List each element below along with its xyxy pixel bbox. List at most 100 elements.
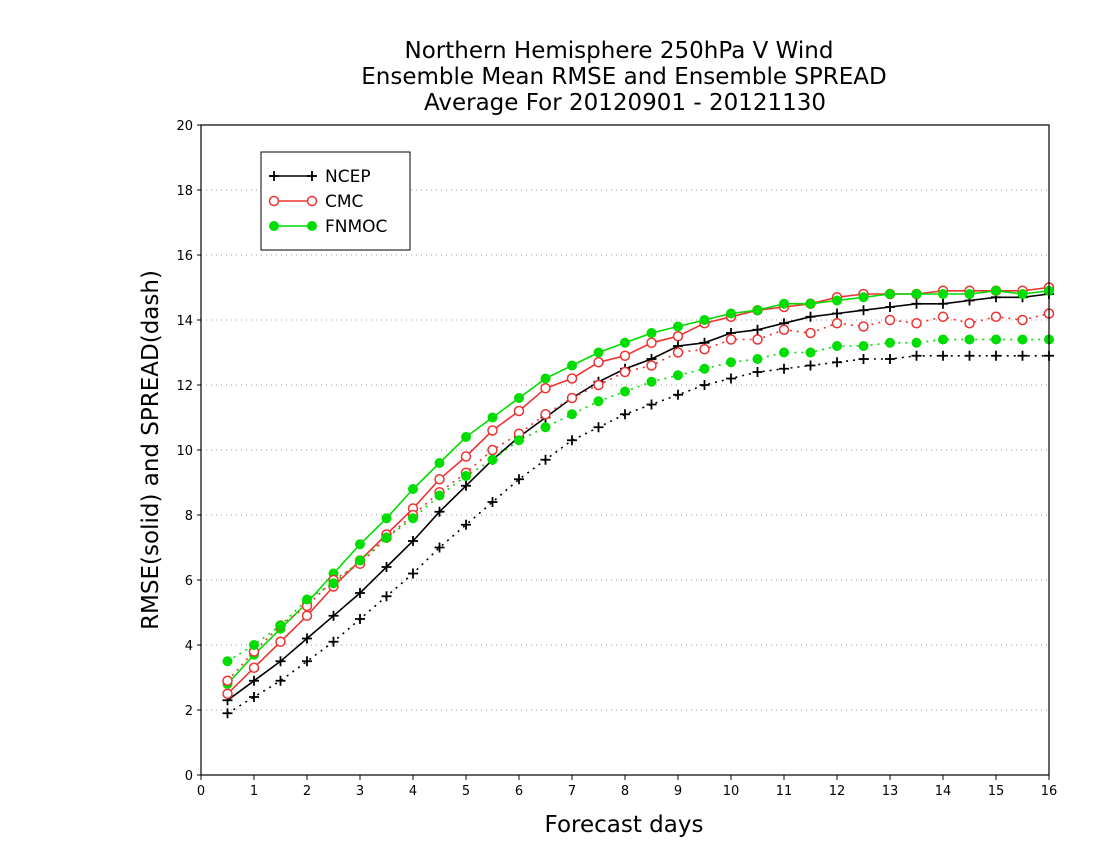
point-ncep-spread bbox=[408, 568, 418, 579]
line-ncep-spread bbox=[227, 354, 1049, 714]
y-tick-label: 14 bbox=[176, 314, 193, 329]
point-fnmoc-spread bbox=[222, 656, 233, 667]
legend-item-fnmoc: FNMOC bbox=[269, 217, 387, 237]
point-ncep-spread bbox=[620, 409, 630, 420]
point-fnmoc-spread bbox=[487, 454, 498, 465]
legend-marker bbox=[307, 171, 317, 181]
point-fnmoc-rmse bbox=[461, 432, 471, 442]
series-fnmoc-rmse bbox=[222, 285, 1054, 689]
point-ncep-spread bbox=[487, 497, 498, 507]
x-tick-label: 3 bbox=[356, 784, 364, 799]
line-cmc-rmse bbox=[226, 286, 1050, 695]
y-tick-label: 0 bbox=[185, 769, 193, 784]
point-cmc-spread bbox=[222, 675, 233, 686]
point-ncep-rmse bbox=[355, 588, 365, 598]
point-cmc-spread bbox=[566, 392, 578, 404]
point-fnmoc-rmse bbox=[408, 484, 418, 494]
legend-marker bbox=[306, 195, 318, 207]
x-tick-label: 10 bbox=[723, 784, 740, 799]
point-fnmoc-spread bbox=[355, 555, 365, 566]
x-tick-label: 12 bbox=[829, 784, 846, 799]
x-tick-label: 6 bbox=[515, 784, 523, 799]
point-ncep-spread bbox=[222, 708, 233, 719]
point-fnmoc-rmse bbox=[964, 289, 975, 299]
point-cmc-spread bbox=[619, 366, 631, 378]
y-tick-label: 4 bbox=[185, 639, 193, 654]
point-ncep-spread bbox=[1017, 350, 1028, 361]
y-tick-label: 18 bbox=[176, 184, 193, 199]
point-cmc-spread bbox=[884, 314, 896, 326]
point-fnmoc-rmse bbox=[646, 328, 657, 338]
point-fnmoc-rmse bbox=[434, 458, 445, 468]
series-cmc-rmse bbox=[222, 282, 1055, 699]
x-tick-label: 2 bbox=[303, 784, 311, 799]
point-fnmoc-rmse bbox=[699, 315, 710, 325]
point-ncep-rmse bbox=[249, 675, 259, 686]
point-fnmoc-spread bbox=[593, 396, 604, 407]
point-ncep-spread bbox=[832, 357, 842, 368]
point-fnmoc-spread bbox=[911, 337, 922, 348]
chart-title: Northern Hemisphere 250hPa V Wind Ensemb… bbox=[361, 38, 886, 116]
point-ncep-spread bbox=[461, 519, 471, 530]
point-fnmoc-spread bbox=[673, 370, 683, 381]
point-fnmoc-spread bbox=[567, 409, 577, 420]
legend-item-cmc: CMC bbox=[268, 192, 363, 212]
point-ncep-rmse bbox=[885, 302, 895, 312]
point-ncep-rmse bbox=[805, 311, 816, 322]
point-ncep-spread bbox=[805, 360, 816, 371]
point-fnmoc-spread bbox=[275, 620, 286, 631]
point-cmc-spread bbox=[672, 347, 684, 358]
point-fnmoc-rmse bbox=[726, 308, 736, 319]
x-tick-label: 9 bbox=[674, 784, 682, 799]
point-fnmoc-spread bbox=[991, 334, 1001, 345]
point-ncep-rmse bbox=[752, 324, 763, 335]
point-ncep-spread bbox=[514, 474, 524, 485]
point-fnmoc-rmse bbox=[752, 305, 763, 316]
legend-marker bbox=[269, 221, 279, 231]
line-fnmoc-spread bbox=[227, 338, 1049, 662]
point-cmc-rmse bbox=[540, 383, 551, 394]
point-fnmoc-spread bbox=[408, 513, 418, 524]
x-tick-label: 13 bbox=[882, 784, 899, 799]
point-fnmoc-spread bbox=[964, 334, 975, 345]
legend-marker bbox=[307, 221, 317, 231]
x-tick-label: 1 bbox=[250, 784, 258, 799]
point-ncep-rmse bbox=[858, 305, 869, 316]
point-ncep-rmse bbox=[938, 298, 948, 309]
y-tick-label: 6 bbox=[185, 574, 193, 589]
point-fnmoc-rmse bbox=[991, 285, 1001, 296]
series-ncep-spread bbox=[222, 350, 1054, 719]
legend-item-ncep: NCEP bbox=[269, 167, 371, 187]
point-fnmoc-rmse bbox=[911, 289, 922, 299]
point-cmc-rmse bbox=[301, 610, 313, 621]
point-fnmoc-rmse bbox=[540, 373, 551, 384]
chart-title-line-3: Average For 20120901 - 20121130 bbox=[424, 90, 826, 116]
y-tick-label: 12 bbox=[176, 379, 193, 394]
x-tick-label: 8 bbox=[621, 784, 629, 799]
point-fnmoc-spread bbox=[1017, 334, 1028, 345]
point-fnmoc-rmse bbox=[381, 513, 392, 524]
point-cmc-spread bbox=[805, 327, 816, 339]
point-ncep-rmse bbox=[328, 610, 339, 621]
grid-lines bbox=[201, 189, 1049, 711]
point-ncep-spread bbox=[593, 422, 604, 433]
point-ncep-spread bbox=[726, 373, 736, 384]
y-tick-label: 20 bbox=[176, 119, 193, 134]
point-ncep-spread bbox=[964, 350, 975, 361]
point-fnmoc-spread bbox=[381, 532, 392, 543]
point-ncep-rmse bbox=[302, 633, 312, 644]
point-cmc-rmse bbox=[672, 331, 684, 342]
point-fnmoc-spread bbox=[302, 594, 312, 605]
point-ncep-rmse bbox=[911, 298, 922, 309]
point-fnmoc-rmse bbox=[593, 347, 604, 358]
point-ncep-spread bbox=[355, 614, 365, 624]
line-cmc-spread bbox=[226, 312, 1050, 682]
point-fnmoc-spread bbox=[726, 357, 736, 368]
point-ncep-spread bbox=[249, 692, 259, 702]
point-ncep-spread bbox=[938, 350, 948, 361]
point-fnmoc-rmse bbox=[805, 298, 816, 309]
point-ncep-spread bbox=[885, 354, 895, 364]
point-fnmoc-spread bbox=[620, 386, 630, 397]
